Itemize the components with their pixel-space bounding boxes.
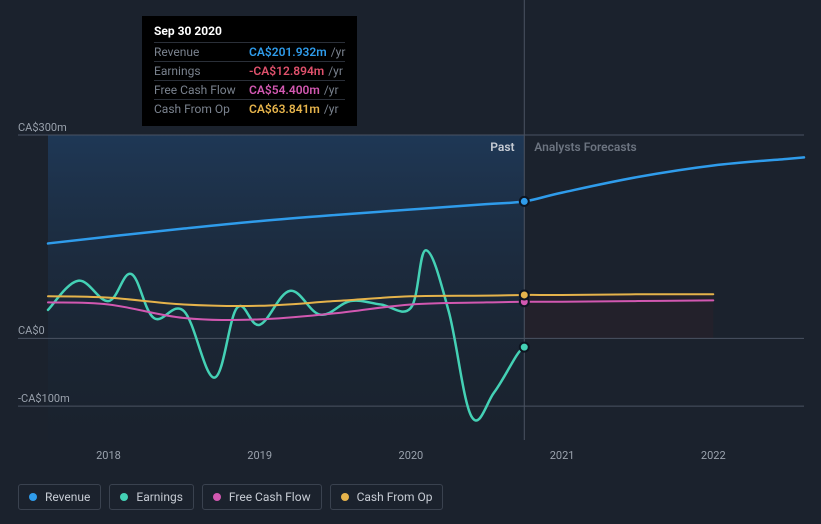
legend: Revenue Earnings Free Cash Flow Cash From O… xyxy=(18,484,443,510)
y-tick-label: CA$0 xyxy=(18,324,45,337)
y-tick-label: CA$300m xyxy=(18,121,67,134)
x-tick-label: 2020 xyxy=(399,449,424,462)
legend-item-cash-from-op[interactable]: Cash From Op xyxy=(330,484,444,510)
tooltip-series-unit: /yr xyxy=(324,102,339,116)
legend-item-earnings[interactable]: Earnings xyxy=(109,484,194,510)
tooltip-series-unit: /yr xyxy=(331,45,346,59)
tooltip-row: Earnings-CA$12.894m/yr xyxy=(154,61,345,80)
legend-label: Cash From Op xyxy=(357,490,433,504)
tooltip-row: Cash From OpCA$63.841m/yr xyxy=(154,99,345,118)
region-label-forecast: Analysts Forecasts xyxy=(534,140,636,154)
region-label-past: Past xyxy=(490,140,514,154)
tooltip-date: Sep 30 2020 xyxy=(154,24,345,38)
legend-item-revenue[interactable]: Revenue xyxy=(18,484,101,510)
x-tick-label: 2019 xyxy=(247,449,272,462)
tooltip-series-unit: /yr xyxy=(324,83,339,97)
tooltip-series-value: CA$63.841m xyxy=(249,102,320,116)
x-tick-label: 2021 xyxy=(550,449,575,462)
tooltip-series-value: -CA$12.894m xyxy=(249,64,324,78)
tooltip-row: RevenueCA$201.932m/yr xyxy=(154,42,345,61)
legend-dot-icon xyxy=(120,493,128,501)
chart-tooltip: Sep 30 2020 RevenueCA$201.932m/yrEarning… xyxy=(142,16,357,126)
tooltip-series-unit: /yr xyxy=(328,64,343,78)
chart-plot[interactable] xyxy=(0,0,821,524)
legend-label: Earnings xyxy=(136,490,183,504)
legend-dot-icon xyxy=(341,493,349,501)
legend-label: Revenue xyxy=(45,490,90,504)
tooltip-series-label: Earnings xyxy=(154,64,249,78)
y-tick-label: -CA$100m xyxy=(18,392,70,405)
x-tick-label: 2018 xyxy=(96,449,121,462)
legend-dot-icon xyxy=(29,493,37,501)
legend-item-free-cash-flow[interactable]: Free Cash Flow xyxy=(202,484,322,510)
legend-label: Free Cash Flow xyxy=(229,490,311,504)
tooltip-series-label: Revenue xyxy=(154,45,249,59)
tooltip-series-value: CA$54.400m xyxy=(249,83,320,97)
legend-dot-icon xyxy=(213,493,221,501)
tooltip-row: Free Cash FlowCA$54.400m/yr xyxy=(154,80,345,99)
tooltip-series-label: Free Cash Flow xyxy=(154,83,249,97)
tooltip-series-value: CA$201.932m xyxy=(249,45,327,59)
financials-chart: Past Analysts Forecasts CA$300m CA$0 -CA$1… xyxy=(0,0,821,524)
x-tick-label: 2022 xyxy=(701,449,726,462)
tooltip-series-label: Cash From Op xyxy=(154,102,249,116)
